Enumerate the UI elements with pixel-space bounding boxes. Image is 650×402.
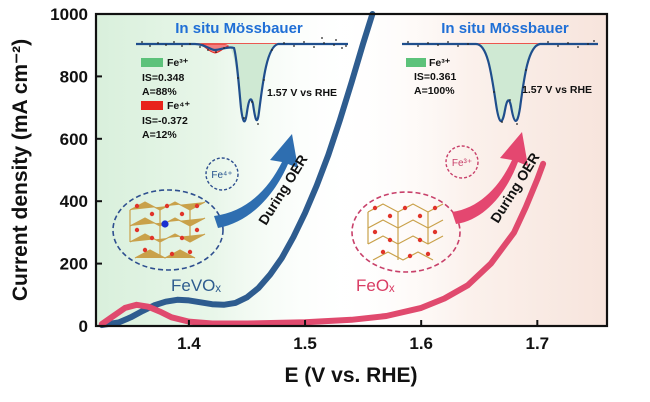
legend-swatch-fe3 bbox=[406, 58, 426, 67]
y-axis-title: Current density (mA cm⁻²) bbox=[9, 39, 32, 301]
crystal-structure-feox bbox=[351, 191, 461, 273]
y-tick-label: 400 bbox=[60, 192, 88, 211]
x-tick-label: 1.7 bbox=[525, 334, 549, 353]
legend-label-fe4: Fe⁴⁺ bbox=[167, 100, 190, 112]
pink-background bbox=[330, 14, 607, 326]
legend-is-fe3: IS=0.348 bbox=[142, 72, 184, 84]
structure-ellipse bbox=[112, 189, 224, 271]
y-tick-label: 1000 bbox=[50, 5, 88, 24]
legend-area-fe3: A=100% bbox=[414, 85, 455, 97]
during-oer-arrow-left bbox=[214, 134, 298, 228]
during-oer-arrow-right bbox=[452, 132, 528, 224]
inset-title: In situ Mössbauer bbox=[175, 20, 303, 37]
legend-swatch-fe3 bbox=[141, 58, 163, 67]
fe3-ion-badge: Fe³⁺ bbox=[445, 145, 479, 179]
inset-title: In situ Mössbauer bbox=[441, 20, 569, 37]
legend-area-fe4: A=12% bbox=[142, 129, 177, 141]
x-tick-label: 1.5 bbox=[293, 334, 317, 353]
green-background bbox=[96, 14, 356, 326]
fe4-ion-badge: Fe⁴⁺ bbox=[205, 157, 239, 191]
y-tick-label: 200 bbox=[60, 255, 88, 274]
x-axis-title: E (V vs. RHE) bbox=[284, 364, 417, 387]
data-points bbox=[141, 37, 347, 125]
crystal-structure-fevox bbox=[112, 189, 224, 271]
y-tick-label: 0 bbox=[79, 317, 88, 336]
legend-is-fe3: IS=0.361 bbox=[414, 71, 456, 83]
inset-potential: 1.57 V vs RHE bbox=[522, 84, 592, 96]
x-tick-label: 1.4 bbox=[177, 334, 201, 353]
y-tick-label: 600 bbox=[60, 130, 88, 149]
x-tick-label: 1.6 bbox=[409, 334, 433, 353]
structure-ellipse bbox=[351, 191, 461, 273]
ion-label: Fe⁴⁺ bbox=[211, 170, 232, 181]
inset-mossbauer-feox: In situ Mössbauer Fe³⁺ IS=0.361 A=100% 1… bbox=[402, 20, 598, 125]
fit-envelope bbox=[136, 42, 348, 123]
inset-potential: 1.57 V vs RHE bbox=[267, 87, 337, 99]
curve-label-fevox: FeVOₓ bbox=[171, 276, 221, 295]
y-tick-label: 800 bbox=[60, 67, 88, 86]
legend-label-fe3: Fe³⁺ bbox=[429, 57, 451, 69]
axes: 1.4 1.5 1.6 1.7 0 200 400 600 800 1000 bbox=[50, 5, 609, 353]
curve-label-feox: FeOₓ bbox=[356, 276, 395, 295]
data-points bbox=[407, 40, 595, 125]
legend-is-fe4: IS=-0.372 bbox=[142, 115, 188, 127]
fit-envelope bbox=[402, 42, 598, 122]
legend-label-fe3: Fe³⁺ bbox=[167, 57, 189, 69]
fe3-subspectrum bbox=[476, 44, 540, 122]
plot-frame bbox=[94, 12, 609, 328]
legend-swatch-fe4 bbox=[141, 101, 163, 110]
fe3-subspectrum bbox=[225, 44, 278, 120]
ion-label: Fe³⁺ bbox=[452, 158, 472, 169]
inset-mossbauer-fevox: In situ Mössbauer Fe³⁺ IS=0.348 A=88% Fe… bbox=[136, 20, 348, 141]
legend-area-fe3: A=88% bbox=[142, 86, 177, 98]
